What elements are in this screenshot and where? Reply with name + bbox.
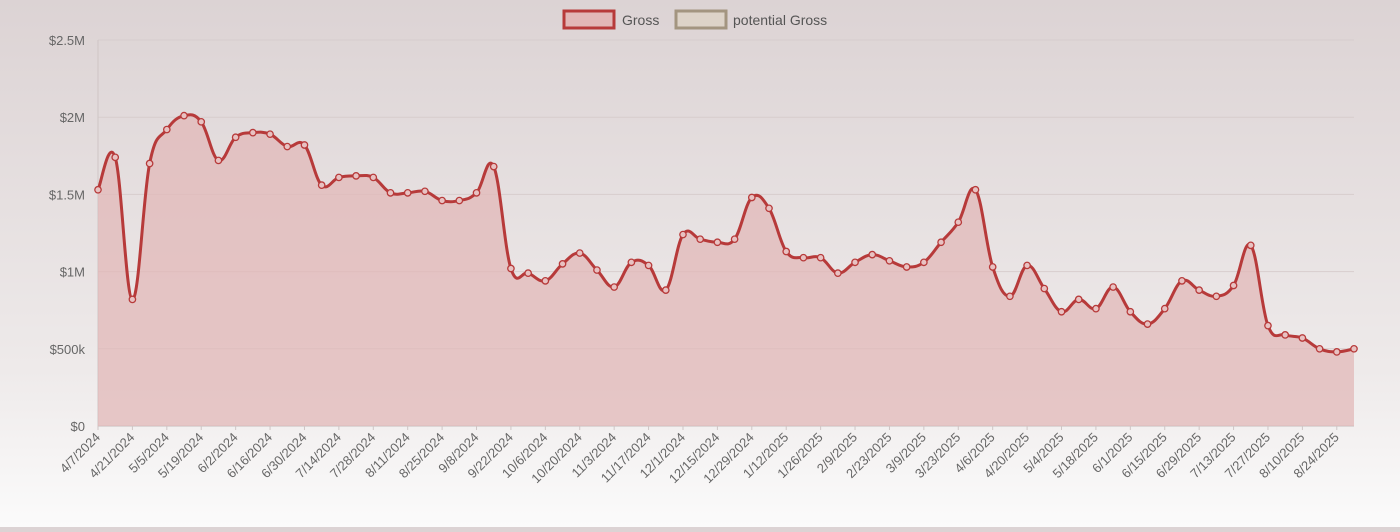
gross-data-point[interactable] — [920, 258, 928, 267]
gross-data-point[interactable] — [369, 173, 378, 182]
gross-data-point[interactable] — [782, 247, 791, 256]
legend-label-potential-gross[interactable]: potential Gross — [733, 12, 827, 28]
gross-data-point[interactable] — [386, 189, 395, 197]
y-tick-label: $2M — [60, 110, 85, 125]
gross-data-point[interactable] — [472, 189, 481, 197]
gross-data-point[interactable] — [747, 193, 756, 202]
gross-data-point[interactable] — [403, 189, 412, 197]
gross-data-point[interactable] — [283, 142, 292, 151]
gross-data-point[interactable] — [799, 253, 808, 262]
gross-data-point[interactable] — [300, 141, 309, 149]
gross-data-point[interactable] — [885, 256, 894, 265]
gross-data-point[interactable] — [610, 283, 619, 291]
gross-data-point[interactable] — [902, 263, 911, 271]
gross-data-point[interactable] — [317, 181, 326, 189]
gross-data-point[interactable] — [730, 235, 739, 244]
gross-data-point[interactable] — [128, 295, 137, 304]
gross-data-point[interactable] — [816, 253, 825, 262]
gross-data-point[interactable] — [1298, 334, 1307, 342]
gross-data-point[interactable] — [1350, 344, 1358, 353]
gross-data-point[interactable] — [627, 258, 636, 267]
gross-data-point[interactable] — [1264, 321, 1272, 330]
gross-data-point[interactable] — [575, 249, 584, 257]
gross-data-point[interactable] — [1023, 261, 1031, 270]
gross-data-point[interactable] — [696, 235, 705, 244]
gross-data-point[interactable] — [1195, 286, 1204, 294]
gross-data-point[interactable] — [266, 130, 274, 139]
gross-data-point[interactable] — [1006, 292, 1014, 301]
gross-data-point[interactable] — [1040, 284, 1049, 293]
gross-data-point[interactable] — [1281, 331, 1290, 339]
gross-data-points — [94, 111, 1358, 356]
gross-data-point[interactable] — [231, 133, 240, 142]
gross-data-point[interactable] — [214, 156, 223, 165]
gross-data-point[interactable] — [954, 218, 963, 227]
gross-data-point[interactable] — [162, 125, 171, 134]
y-tick-label: $500k — [50, 342, 86, 357]
gross-data-point[interactable] — [988, 263, 997, 271]
legend-swatch-gross[interactable] — [562, 9, 616, 30]
gross-data-point[interactable] — [1109, 283, 1117, 291]
gross-data-point[interactable] — [868, 250, 877, 259]
gross-data-point[interactable] — [1160, 304, 1169, 313]
gross-data-point[interactable] — [661, 286, 670, 294]
gross-data-point[interactable] — [352, 172, 360, 180]
gross-data-point[interactable] — [593, 266, 601, 274]
y-tick-label: $2.5M — [49, 33, 85, 48]
gross-data-point[interactable] — [713, 238, 722, 247]
gross-data-point[interactable] — [180, 111, 188, 120]
gross-data-point[interactable] — [249, 128, 257, 137]
gross-data-point[interactable] — [94, 185, 102, 194]
gross-data-point[interactable] — [1092, 304, 1100, 313]
gross-data-point[interactable] — [1057, 307, 1066, 316]
gross-data-point[interactable] — [507, 264, 515, 273]
gross-data-point[interactable] — [489, 162, 498, 171]
x-axis-ticks: 4/7/20244/21/20245/5/20245/19/20246/2/20… — [57, 426, 1342, 486]
gross-data-point[interactable] — [1246, 241, 1255, 250]
gross-data-point[interactable] — [524, 269, 532, 277]
gross-data-point[interactable] — [1332, 348, 1341, 356]
chart-legend: Gross potential Gross — [562, 9, 827, 30]
gross-data-point[interactable] — [1143, 320, 1152, 328]
gross-data-point[interactable] — [937, 238, 945, 247]
gross-data-point[interactable] — [833, 269, 842, 277]
gross-series — [96, 113, 1356, 426]
gross-data-point[interactable] — [111, 153, 120, 162]
gross-data-point[interactable] — [1315, 344, 1324, 353]
gross-data-point[interactable] — [145, 159, 154, 168]
y-tick-label: $1.5M — [49, 187, 85, 202]
y-tick-label: $1M — [60, 265, 85, 280]
gross-data-point[interactable] — [335, 173, 343, 182]
gross-data-point[interactable] — [558, 260, 567, 268]
gross-data-point[interactable] — [765, 204, 773, 213]
gross-data-point[interactable] — [851, 258, 859, 267]
gross-data-point[interactable] — [679, 230, 687, 239]
y-axis-ticks: $0 $500k $1M $1.5M $2M $2.5M — [49, 33, 86, 434]
gross-data-point[interactable] — [541, 277, 550, 285]
gross-data-point[interactable] — [1074, 295, 1083, 304]
gross-data-point[interactable] — [1212, 292, 1221, 301]
gross-data-point[interactable] — [455, 196, 464, 205]
y-tick-label: $0 — [71, 419, 85, 434]
gross-data-point[interactable] — [644, 261, 653, 270]
legend-swatch-potential-gross[interactable] — [674, 9, 728, 30]
gross-data-point[interactable] — [421, 187, 429, 196]
gross-data-point[interactable] — [197, 117, 206, 126]
legend-label-gross[interactable]: Gross — [622, 12, 659, 28]
gross-data-point[interactable] — [1229, 281, 1238, 290]
gross-data-point[interactable] — [438, 196, 446, 205]
gross-area-fill — [98, 114, 1354, 426]
gross-data-point[interactable] — [1126, 307, 1135, 316]
gross-data-point[interactable] — [1178, 277, 1186, 285]
gross-data-point[interactable] — [971, 185, 980, 194]
